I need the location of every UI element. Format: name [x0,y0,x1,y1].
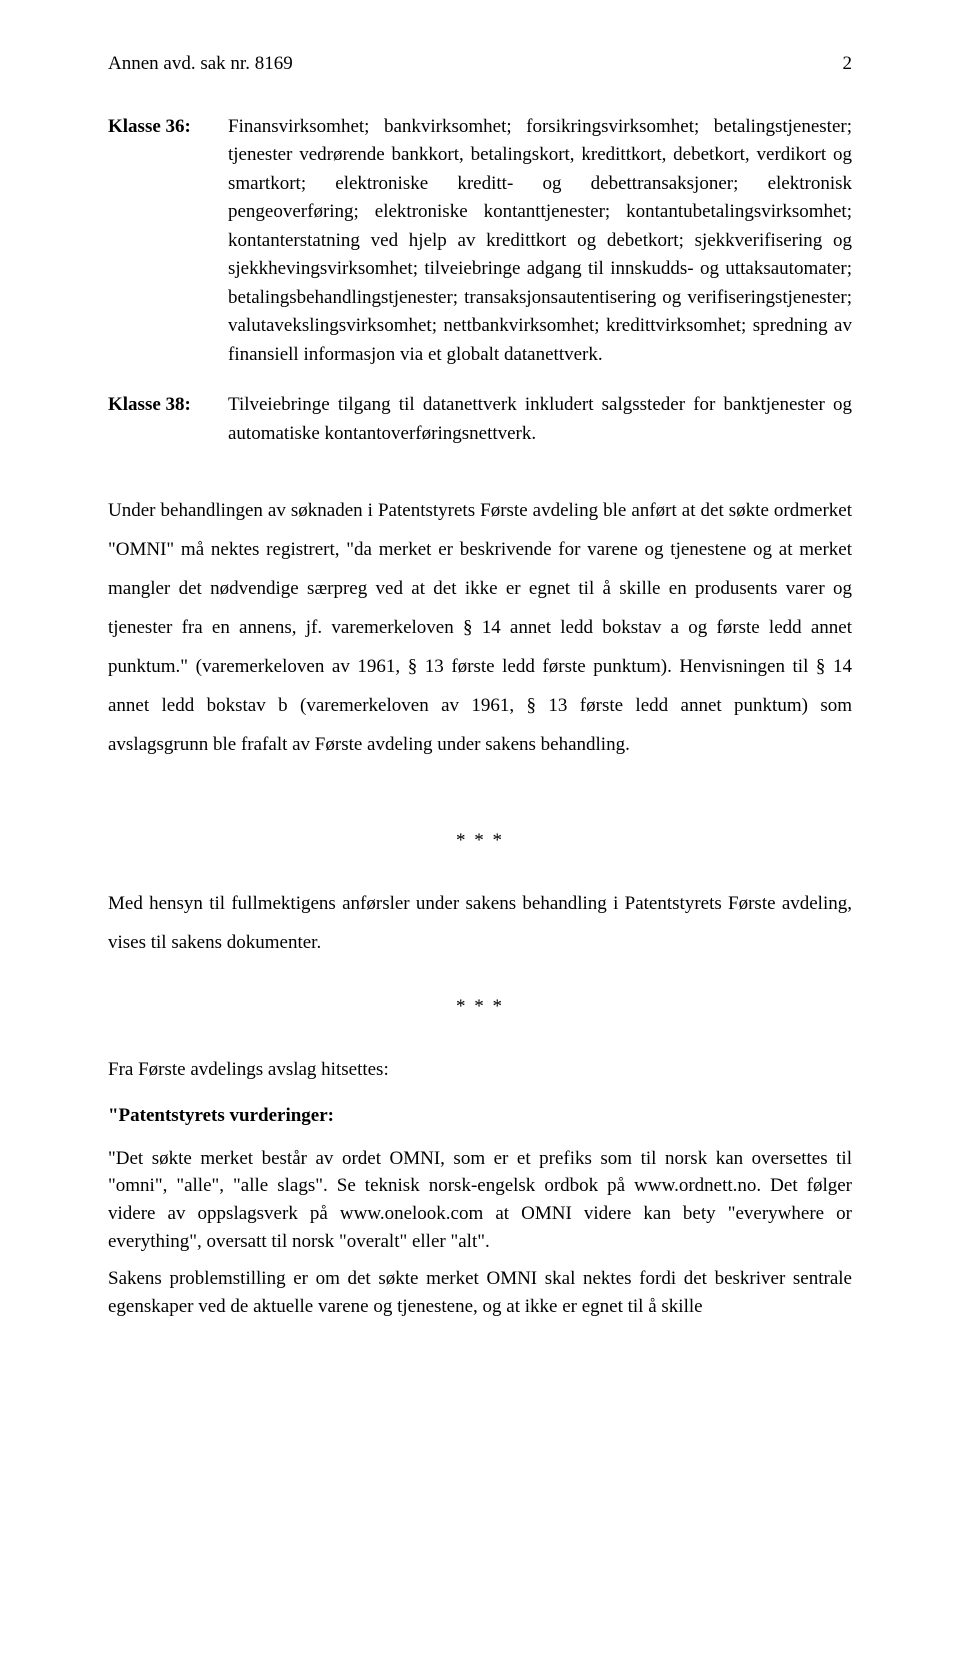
page-header: Annen avd. sak nr. 8169 2 [108,50,852,79]
paragraph-3: Fra Første avdelings avslag hitsettes: [108,1051,852,1090]
quote-heading: "Patentstyrets vurderinger: [108,1102,852,1131]
separator-stars-2: * * * [108,993,852,1022]
klasse-38-text: Tilveiebringe tilgang til datanettverk i… [228,391,852,448]
header-left: Annen avd. sak nr. 8169 [108,50,293,79]
document-page: Annen avd. sak nr. 8169 2 Klasse 36: Fin… [0,0,960,1390]
header-page-number: 2 [843,50,853,79]
klasse-36-text: Finansvirksomhet; bankvirksomhet; forsik… [228,113,852,370]
separator-stars-1: * * * [108,827,852,856]
paragraph-2: Med hensyn til fullmektigens anførsler u… [108,885,852,963]
paragraph-1: Under behandlingen av søknaden i Patents… [108,492,852,765]
klasse-36-block: Klasse 36: Finansvirksomhet; bankvirksom… [108,113,852,370]
klasse-36-label: Klasse 36: [108,113,228,370]
quote-paragraph-1: "Det søkte merket består av ordet OMNI, … [108,1145,852,1255]
klasse-38-block: Klasse 38: Tilveiebringe tilgang til dat… [108,391,852,448]
klasse-38-label: Klasse 38: [108,391,228,448]
quote-paragraph-2: Sakens problemstilling er om det søkte m… [108,1265,852,1320]
